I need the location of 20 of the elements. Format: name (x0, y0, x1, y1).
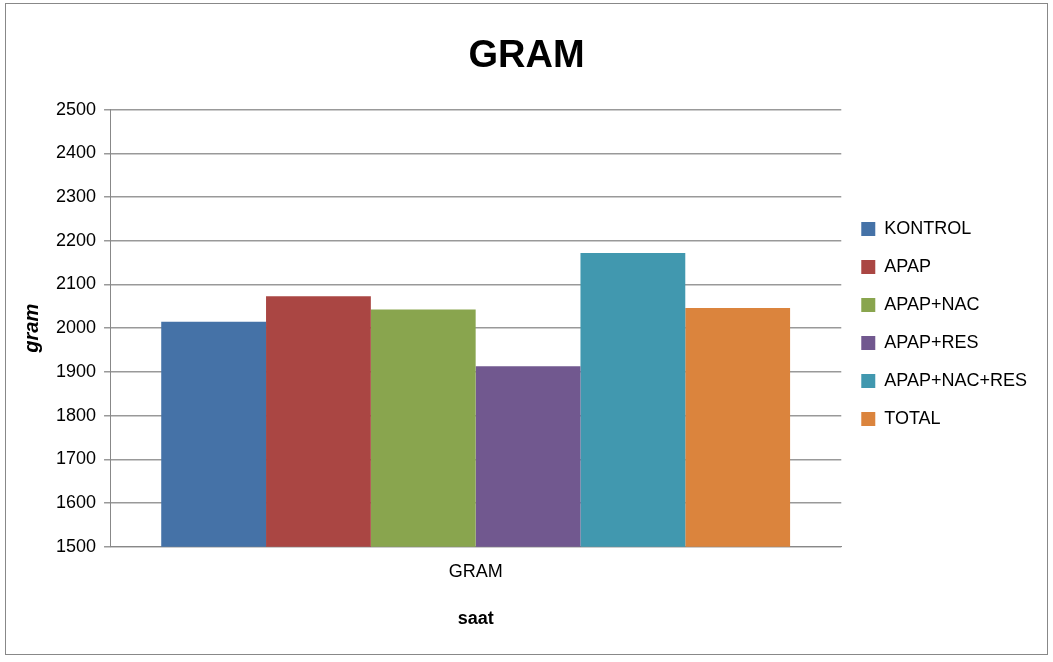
chart-title: GRAM (468, 33, 585, 76)
legend-label: APAP+NAC (884, 293, 980, 314)
y-tick-label: 1600 (56, 492, 97, 513)
legend-label: KONTROL (884, 217, 972, 238)
legend-label: APAP+NAC+RES (884, 369, 1028, 390)
y-tick-label: 2000 (56, 317, 97, 338)
y-tick-label: 2200 (56, 229, 97, 250)
y-tick-label: 1500 (56, 535, 97, 556)
y-tick-label: 2100 (56, 273, 97, 294)
y-tick-label: 2500 (56, 98, 97, 119)
y-tick-label: 2300 (56, 186, 97, 207)
x-axis-title: saat (457, 608, 494, 629)
y-tick-label: 1900 (56, 360, 97, 381)
y-tick-label: 1800 (56, 404, 97, 425)
legend-label: APAP+RES (884, 331, 979, 352)
y-tick-label: 2400 (56, 142, 97, 163)
legend-label: APAP (884, 255, 931, 276)
legend-label: TOTAL (884, 407, 941, 428)
y-tick-label: 1700 (56, 448, 97, 469)
y-axis-title: gram (19, 303, 42, 354)
